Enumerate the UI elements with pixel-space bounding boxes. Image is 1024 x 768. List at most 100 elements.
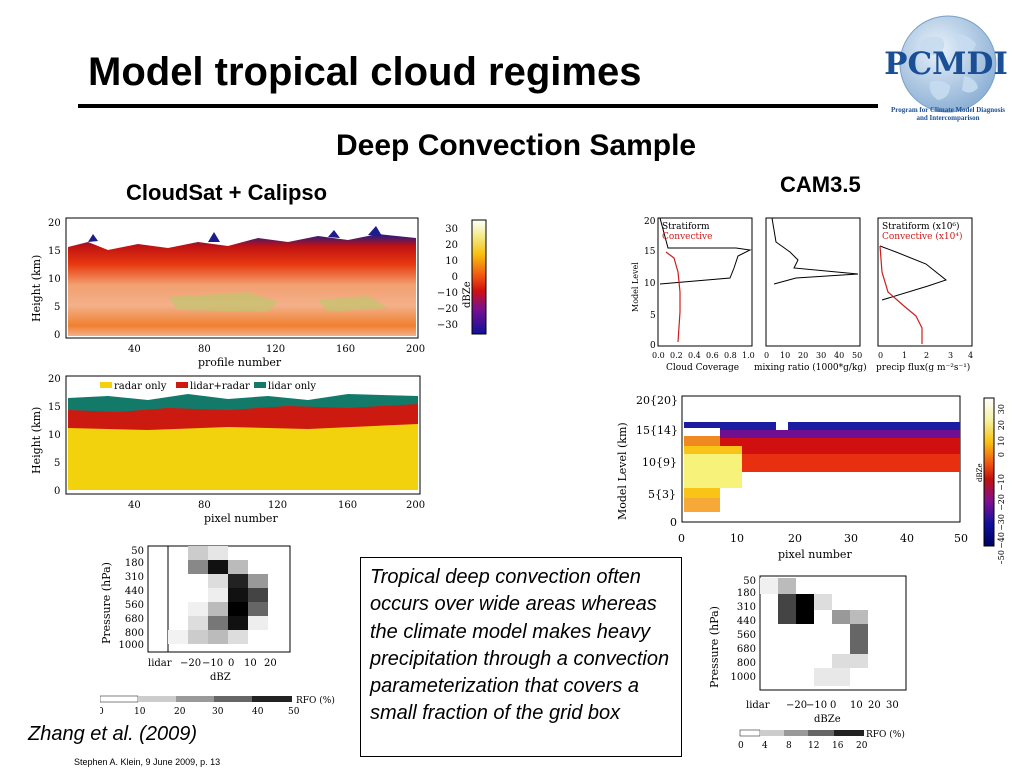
svg-text:180: 180 — [125, 558, 144, 569]
svg-text:−20: −20 — [997, 494, 1006, 511]
legend-swatch-lidar-radar — [176, 382, 188, 388]
obs-cfad-panel: Pressure (hPa) 50 180 310 440 560 680 80… — [100, 545, 335, 717]
svg-text:1000: 1000 — [119, 640, 144, 651]
svg-text:0: 0 — [830, 700, 836, 711]
obs-rfo-ticks: 0 10 20 30 40 50 — [100, 707, 300, 717]
obs-cfad-y-ticks: 50 180 310 440 560 680 800 1000 — [119, 546, 144, 651]
svg-text:5: 5 — [54, 458, 60, 469]
svg-text:0: 0 — [452, 272, 458, 283]
p1-x-label: Cloud Coverage — [666, 363, 739, 373]
mask-y-ticks: 20 15 10 5 0 — [48, 374, 61, 497]
svg-text:20: 20 — [997, 420, 1006, 430]
svg-text:−20: −20 — [786, 700, 807, 711]
svg-text:20: 20 — [174, 707, 186, 717]
svg-text:0: 0 — [997, 452, 1006, 457]
svg-text:8: 8 — [786, 741, 792, 751]
svg-text:680: 680 — [737, 644, 756, 655]
p3-x-ticks: 0 1 2 3 4 — [878, 351, 973, 360]
svg-text:30: 30 — [844, 532, 858, 545]
p2-x-ticks: 0 10 20 30 40 50 — [764, 351, 862, 360]
svg-text:20: 20 — [788, 532, 802, 545]
svg-text:5: 5 — [650, 311, 656, 321]
svg-text:−30: −30 — [437, 320, 458, 331]
svg-text:40: 40 — [128, 500, 141, 511]
svg-text:3: 3 — [948, 351, 953, 360]
svg-text:0: 0 — [54, 486, 60, 497]
mask-x-label: pixel number — [204, 512, 278, 525]
cam-dbz-x-ticks: 0 10 20 30 40 50 — [678, 532, 968, 545]
p2-x-label: mixing ratio (1000*g/kg) — [754, 362, 867, 373]
svg-text:20: 20 — [798, 351, 808, 360]
svg-text:50: 50 — [131, 546, 144, 557]
svg-text:20: 20 — [48, 218, 61, 229]
svg-text:−20: −20 — [180, 658, 201, 669]
svg-text:0: 0 — [678, 532, 685, 545]
svg-text:−10: −10 — [997, 474, 1006, 491]
svg-text:0: 0 — [738, 741, 744, 751]
cam-cfad-panel: Pressure (hPa) 50 180 310 440 560 680 80… — [708, 575, 907, 751]
svg-text:15{14}: 15{14} — [636, 424, 678, 437]
svg-text:10: 10 — [730, 532, 744, 545]
svg-text:−50: −50 — [997, 550, 1006, 564]
svg-text:5: 5 — [54, 302, 60, 313]
svg-text:560: 560 — [737, 630, 756, 641]
p3-x-label: precip flux(g m⁻²s⁻¹) — [876, 362, 970, 373]
svg-text:10: 10 — [134, 707, 146, 717]
svg-text:40: 40 — [252, 707, 264, 717]
svg-text:160: 160 — [338, 500, 357, 511]
svg-text:15: 15 — [48, 246, 61, 257]
svg-text:0.2: 0.2 — [670, 351, 683, 360]
svg-text:50: 50 — [954, 532, 968, 545]
svg-text:−40: −40 — [997, 532, 1006, 549]
svg-text:15: 15 — [48, 402, 61, 413]
svg-text:lidar: lidar — [148, 658, 172, 669]
dbz-x-label: profile number — [198, 356, 282, 369]
svg-text:0: 0 — [54, 330, 60, 341]
svg-text:0.4: 0.4 — [688, 351, 701, 360]
svg-text:16: 16 — [832, 741, 844, 751]
slide-subtitle: Deep Convection Sample — [336, 129, 697, 162]
legend-lidar-only: lidar only — [268, 381, 316, 392]
cam-rfo-label: RFO (%) — [866, 729, 905, 740]
svg-text:30: 30 — [212, 707, 224, 717]
page-title: Model tropical cloud regimes — [88, 50, 642, 94]
svg-text:30: 30 — [816, 351, 826, 360]
cam-dbz-colorbar-ticks: 30 20 10 0 −10 −20 −30 −40 −50 — [997, 404, 1006, 564]
model-label: CAM3.5 — [780, 172, 861, 197]
svg-text:0: 0 — [100, 707, 104, 717]
cam-dbz-colorbar — [983, 397, 995, 547]
p3-legend-convective: Convective (x10⁴) — [882, 231, 962, 242]
svg-text:−20: −20 — [437, 304, 458, 315]
svg-text:80: 80 — [198, 344, 211, 355]
svg-text:0: 0 — [878, 351, 883, 360]
svg-text:50: 50 — [852, 351, 862, 360]
svg-text:50: 50 — [288, 707, 300, 717]
mask-x-ticks: 40 80 120 160 200 — [128, 500, 425, 511]
svg-text:800: 800 — [125, 628, 144, 639]
svg-text:10: 10 — [997, 436, 1006, 446]
cam-rfo-ticks: 0 4 8 12 16 20 — [738, 741, 868, 751]
observation-label: CloudSat + Calipso — [126, 180, 328, 205]
svg-text:30: 30 — [997, 404, 1006, 414]
dbz-y-label: Height (km) — [30, 255, 43, 322]
svg-text:10: 10 — [445, 256, 458, 267]
svg-text:30: 30 — [886, 700, 899, 711]
svg-text:0.8: 0.8 — [724, 351, 737, 360]
citation: Zhang et al. (2009) — [28, 723, 197, 745]
svg-text:0: 0 — [764, 351, 769, 360]
cam-cfad-y-ticks: 50 180 310 440 560 680 800 1000 — [731, 576, 756, 683]
svg-text:2: 2 — [924, 351, 929, 360]
svg-text:5{3}: 5{3} — [648, 488, 676, 501]
obs-rfo-label: RFO (%) — [296, 695, 335, 706]
svg-text:680: 680 — [125, 614, 144, 625]
svg-text:10: 10 — [850, 700, 863, 711]
svg-text:1.0: 1.0 — [742, 351, 755, 360]
svg-text:−10: −10 — [437, 288, 458, 299]
callout-textbox: Tropical deep convection often occurs ov… — [360, 557, 682, 757]
svg-text:10: 10 — [48, 430, 61, 441]
svg-text:10: 10 — [244, 658, 257, 669]
svg-text:10{9}: 10{9} — [642, 456, 677, 469]
cam-cfad-y-label: Pressure (hPa) — [708, 606, 721, 688]
cam-dbz-y-label: Model Level (km) — [616, 422, 629, 520]
svg-text:200: 200 — [406, 500, 425, 511]
